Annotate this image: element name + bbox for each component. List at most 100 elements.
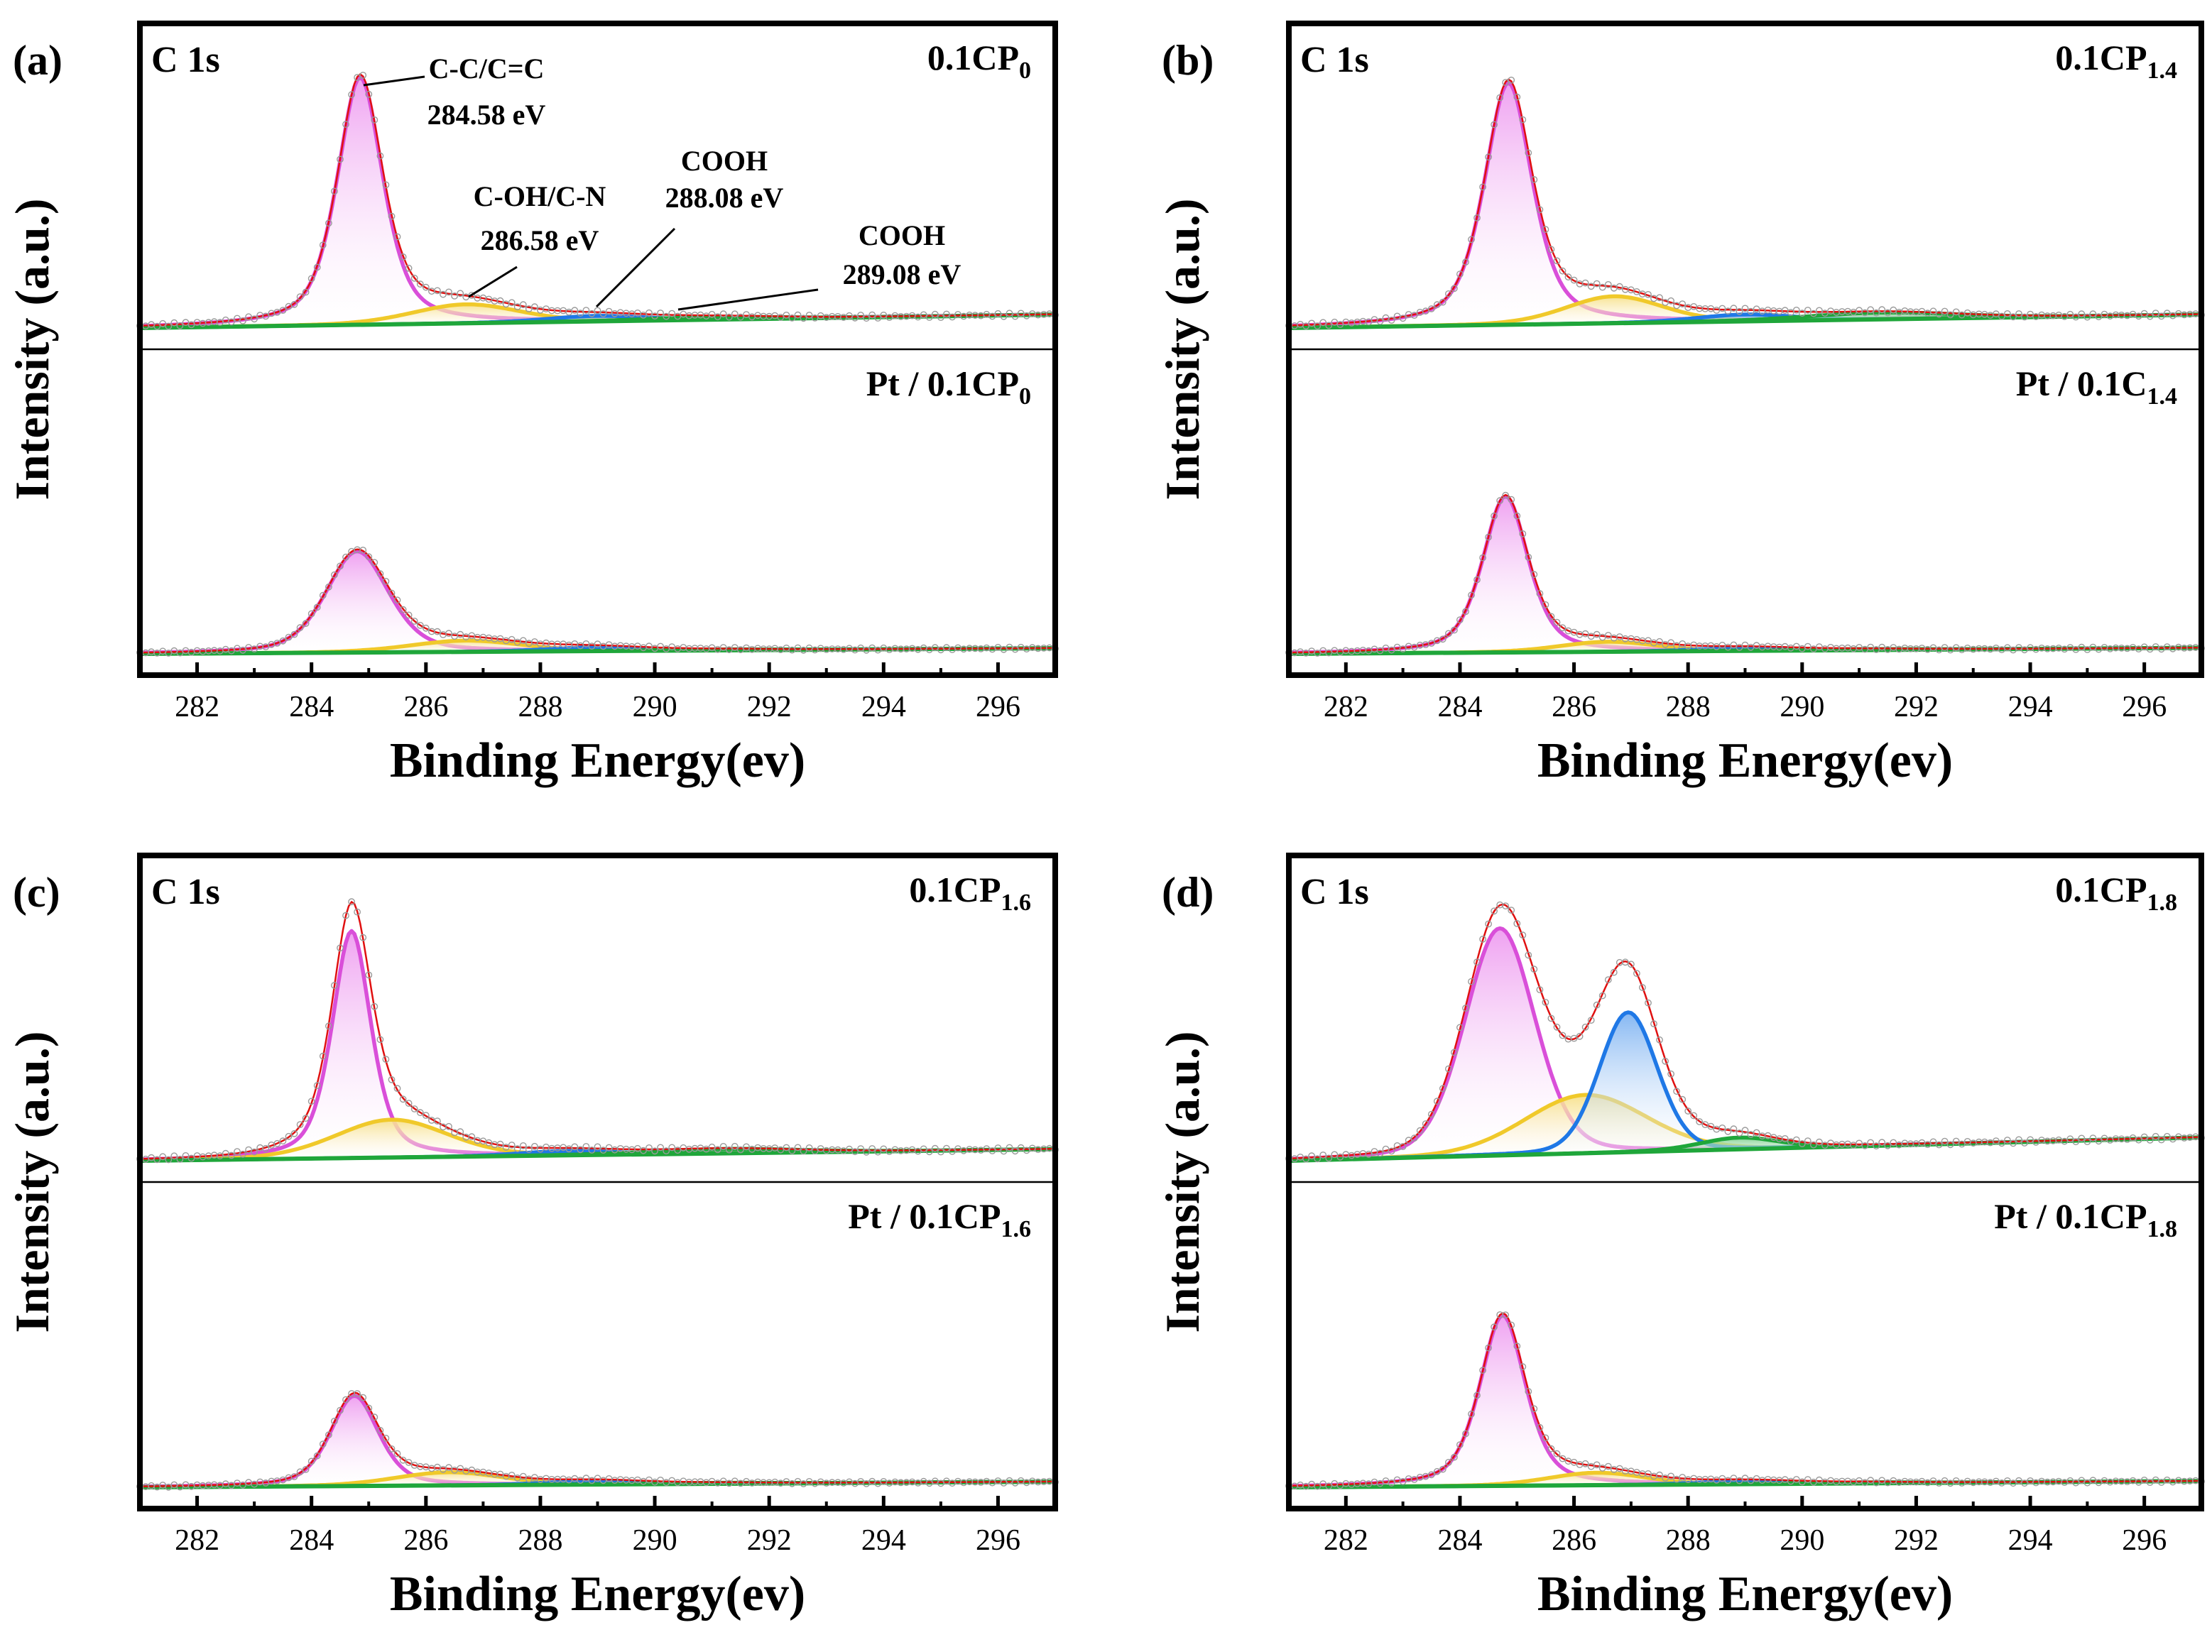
raw-point: [496, 1140, 504, 1148]
raw-point: [743, 311, 750, 318]
component-line-C-C/C=C: [140, 1394, 1055, 1489]
raw-point: [1593, 280, 1601, 288]
raw-point: [227, 318, 235, 326]
x-tick-label: 294: [2008, 691, 2053, 723]
raw-point: [2027, 310, 2034, 318]
raw-point: [1696, 1118, 1704, 1125]
raw-point: [1485, 920, 1493, 928]
raw-point: [2157, 1479, 2165, 1486]
raw-point: [1513, 920, 1521, 927]
raw-point: [1410, 312, 1418, 319]
raw-point: [868, 311, 876, 319]
raw-point: [1941, 1477, 1949, 1484]
raw-point: [1410, 1476, 1418, 1483]
raw-point: [405, 611, 413, 619]
raw-point: [416, 280, 424, 288]
raw-point: [410, 274, 418, 282]
raw-point: [273, 1139, 281, 1147]
x-tick-label: 282: [1324, 691, 1368, 723]
raw-point: [1667, 1472, 1675, 1480]
raw-point: [227, 1152, 235, 1159]
raw-point: [1724, 1477, 1732, 1484]
raw-point: [1433, 1098, 1441, 1105]
raw-point: [445, 1464, 452, 1472]
raw-point: [708, 1143, 716, 1151]
raw-point: [1547, 1014, 1555, 1022]
raw-point: [640, 311, 647, 319]
raw-point: [1319, 319, 1327, 327]
component-fill-0: [140, 551, 1055, 654]
raw-point: [1536, 590, 1544, 597]
raw-point: [531, 303, 538, 311]
raw-point: [1873, 1479, 1880, 1487]
x-tick-label: 286: [403, 1524, 448, 1557]
raw-point: [1736, 1477, 1743, 1484]
raw-point: [2066, 310, 2074, 318]
raw-point: [1645, 1470, 1652, 1477]
annotation-value: 284.58 eV: [427, 99, 546, 131]
raw-point: [290, 300, 298, 308]
raw-point: [1798, 1140, 1806, 1147]
raw-point: [508, 1472, 516, 1479]
raw-point: [737, 313, 744, 321]
raw-point: [1621, 958, 1629, 966]
raw-point: [1935, 1141, 1943, 1149]
y-axis-label: Intensity (a.u.): [5, 1031, 59, 1333]
x-tick-label: 288: [1666, 691, 1711, 723]
raw-point: [1581, 630, 1589, 638]
raw-point: [599, 310, 607, 317]
raw-point: [1878, 306, 1886, 314]
raw-point: [1679, 640, 1687, 647]
peak-annotations: C-C/C=C 284.58 eV C-OH/C-N 286.58 eV COOH 288…: [363, 53, 961, 311]
raw-point: [725, 313, 733, 321]
raw-point: [1410, 1134, 1418, 1142]
raw-point: [1946, 1141, 1954, 1149]
raw-point: [1667, 297, 1675, 305]
raw-point: [388, 1445, 396, 1453]
raw-point: [1593, 1461, 1601, 1469]
raw-point: [2146, 312, 2154, 320]
raw-point: [165, 650, 173, 657]
raw-point: [1861, 309, 1869, 317]
raw-point: [1878, 1477, 1886, 1484]
raw-point: [800, 646, 807, 654]
raw-point: [513, 303, 521, 311]
raw-point: [857, 312, 865, 319]
raw-point: [1422, 1120, 1429, 1127]
subplot-bottom: Pt / 0.1CP1.8: [1285, 1196, 2205, 1490]
raw-point: [851, 1148, 859, 1156]
raw-point: [1513, 512, 1521, 520]
raw-point: [1445, 1458, 1452, 1466]
raw-point: [1741, 1127, 1749, 1134]
raw-point: [657, 1144, 664, 1152]
raw-point: [279, 637, 287, 645]
raw-point: [354, 908, 361, 916]
raw-point: [811, 314, 819, 322]
raw-point: [1998, 312, 2005, 320]
raw-point: [1325, 1482, 1333, 1490]
raw-point: [2078, 643, 2086, 651]
raw-point: [1427, 640, 1435, 647]
raw-point: [1856, 307, 1863, 314]
raw-point: [302, 288, 310, 296]
raw-point: [2072, 646, 2080, 653]
envelope-fit: [1288, 903, 2202, 1160]
raw-point: [1319, 1480, 1327, 1488]
raw-point: [2010, 646, 2017, 654]
raw-point: [1736, 307, 1743, 315]
x-tick-label: 288: [518, 1524, 562, 1557]
raw-point: [588, 1147, 596, 1154]
raw-point: [2152, 1476, 2159, 1484]
raw-point: [577, 310, 584, 317]
raw-point: [931, 310, 939, 318]
raw-point: [457, 630, 464, 638]
raw-point: [307, 1457, 315, 1465]
raw-point: [302, 1115, 310, 1122]
raw-point: [2078, 1134, 2086, 1142]
raw-point: [337, 1406, 344, 1414]
raw-point: [988, 1147, 996, 1154]
raw-point: [931, 644, 939, 652]
raw-point: [599, 1147, 607, 1154]
raw-point: [1604, 280, 1612, 288]
raw-point: [1308, 1152, 1316, 1160]
